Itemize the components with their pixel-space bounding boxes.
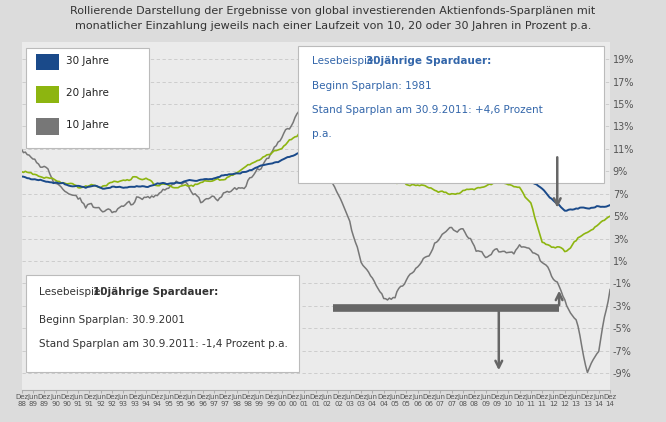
Text: Lesebeispiel: Lesebeispiel [312, 56, 380, 66]
FancyBboxPatch shape [298, 46, 604, 183]
FancyBboxPatch shape [26, 275, 299, 373]
Text: Beginn Sparplan: 1981: Beginn Sparplan: 1981 [312, 81, 432, 91]
Bar [36, 54, 59, 70]
Text: 30 Jahre: 30 Jahre [66, 56, 109, 66]
Text: p.a.: p.a. [312, 129, 332, 139]
Text: Stand Sparplan am 30.9.2011: +4,6 Prozent: Stand Sparplan am 30.9.2011: +4,6 Prozen… [312, 105, 542, 115]
FancyBboxPatch shape [26, 48, 149, 149]
Text: monatlicher Einzahlung jeweils nach einer Laufzeit von 10, 20 oder 30 Jahren in : monatlicher Einzahlung jeweils nach eine… [75, 21, 591, 31]
Text: Rollierende Darstellung der Ergebnisse von global investierenden Aktienfonds-Spa: Rollierende Darstellung der Ergebnisse v… [71, 6, 595, 16]
Bar [36, 86, 59, 103]
Text: 10jährige Spardauer:: 10jährige Spardauer: [93, 287, 218, 298]
Text: Lesebeispiel: Lesebeispiel [39, 287, 107, 298]
Text: 10 Jahre: 10 Jahre [66, 120, 109, 130]
Text: Stand Sparplan am 30.9.2011: -1,4 Prozent p.a.: Stand Sparplan am 30.9.2011: -1,4 Prozen… [39, 339, 288, 349]
Text: Beginn Sparplan: 30.9.2001: Beginn Sparplan: 30.9.2001 [39, 315, 185, 325]
Bar [36, 118, 59, 135]
Text: 30jährige Spardauer:: 30jährige Spardauer: [366, 56, 491, 66]
Text: 20 Jahre: 20 Jahre [66, 88, 109, 98]
